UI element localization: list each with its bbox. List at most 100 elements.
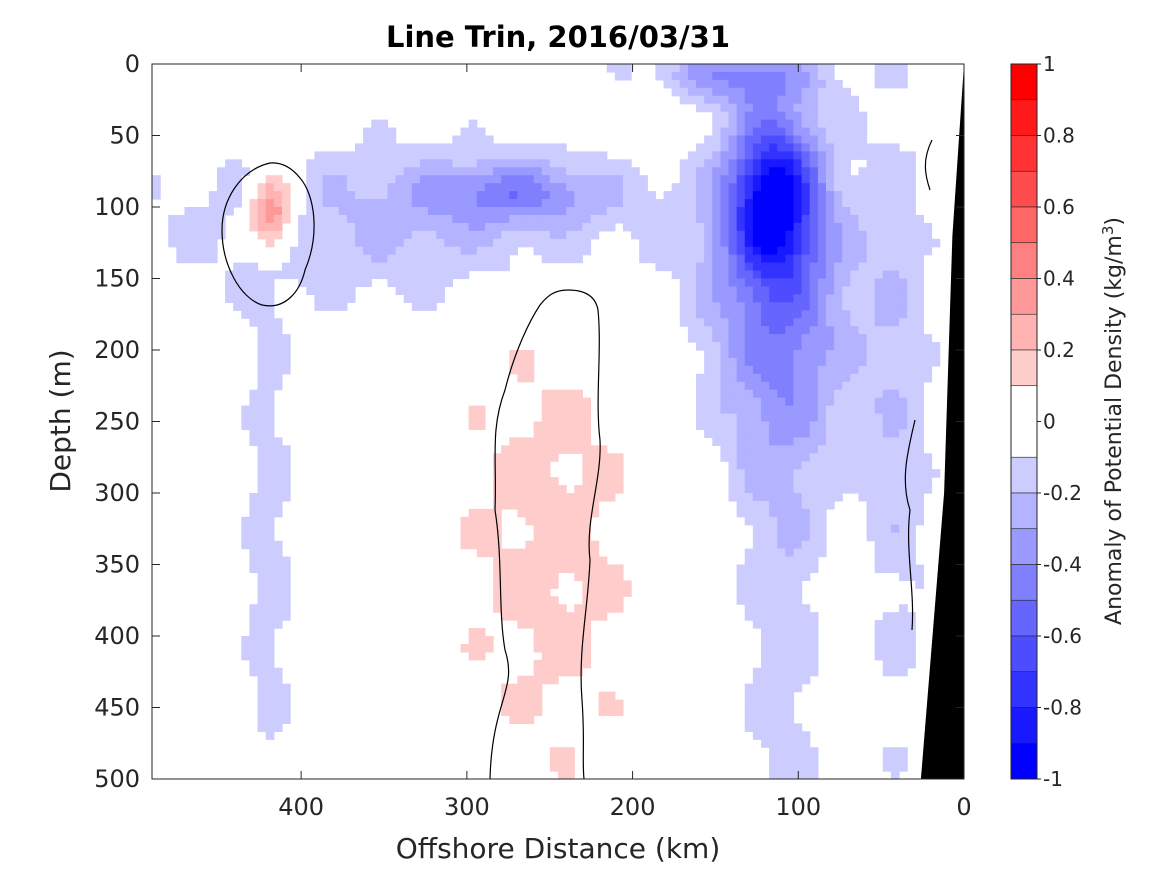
field-cell	[265, 421, 275, 431]
field-cell	[825, 405, 835, 415]
field-cell	[696, 167, 705, 176]
field-cell	[436, 230, 445, 240]
field-cell	[444, 207, 454, 216]
field-cell	[582, 199, 592, 208]
field-cell	[549, 612, 559, 621]
field-cell	[915, 302, 924, 311]
field-cell	[509, 500, 518, 510]
field-cell	[866, 469, 876, 478]
field-cell	[574, 485, 583, 494]
field-cell	[728, 365, 738, 375]
field-cell	[858, 429, 868, 438]
field-cell	[842, 175, 851, 184]
field-cell	[899, 437, 908, 446]
field-cell	[265, 270, 275, 280]
field-cell	[769, 628, 778, 637]
field-cell	[696, 278, 705, 288]
field-cell	[850, 469, 860, 478]
field-cell	[476, 151, 486, 160]
field-cell	[761, 175, 770, 184]
field-cell	[931, 342, 941, 351]
field-cell	[882, 151, 892, 160]
field-cell	[590, 453, 600, 462]
field-cell	[281, 612, 291, 621]
field-cell	[769, 302, 778, 311]
field-cell	[241, 421, 251, 431]
field-cell	[809, 127, 819, 137]
field-cell	[769, 548, 778, 558]
field-cell	[793, 357, 803, 367]
field-cell	[249, 207, 259, 216]
field-cell	[582, 612, 592, 621]
field-cell	[541, 151, 551, 160]
y-tick-label: 150	[94, 265, 140, 293]
field-cell	[842, 230, 851, 240]
field-cell	[923, 357, 933, 367]
field-cell	[712, 87, 721, 97]
field-cell	[899, 334, 908, 343]
field-cell	[728, 87, 738, 97]
field-cell	[728, 373, 738, 383]
field-cell	[265, 620, 275, 629]
field-cell	[785, 508, 795, 518]
field-cell	[769, 620, 778, 629]
field-cell	[606, 691, 616, 701]
field-cell	[541, 167, 551, 176]
field-cell	[777, 755, 786, 764]
field-cell	[631, 199, 640, 208]
field-cell	[769, 636, 778, 645]
field-cell	[728, 493, 738, 502]
field-cell	[314, 191, 324, 200]
field-cell	[533, 659, 543, 669]
field-cell	[525, 620, 535, 629]
field-cell	[525, 199, 535, 208]
field-cell	[533, 477, 543, 486]
field-cell	[541, 628, 551, 637]
field-cell	[785, 771, 795, 779]
field-cell	[834, 230, 843, 240]
field-cell	[736, 405, 746, 415]
field-cell	[744, 389, 754, 399]
field-cell	[850, 286, 860, 295]
field-cell	[249, 524, 259, 534]
field-cell	[915, 254, 924, 264]
field-cell	[517, 572, 527, 581]
field-cell	[915, 397, 924, 407]
field-cell	[834, 485, 843, 494]
field-cell	[176, 222, 186, 232]
field-cell	[899, 326, 908, 335]
field-cell	[614, 699, 624, 709]
field-cell	[403, 199, 413, 208]
field-cell	[501, 564, 510, 574]
field-cell	[395, 286, 405, 295]
field-cell	[696, 87, 705, 97]
field-cell	[736, 119, 746, 129]
field-cell	[809, 111, 819, 121]
field-cell	[834, 159, 843, 168]
field-cell	[850, 103, 860, 113]
field-cell	[704, 262, 713, 272]
field-cell	[793, 246, 803, 256]
field-cell	[866, 357, 876, 367]
field-cell	[493, 191, 502, 200]
field-cell	[541, 588, 551, 597]
field-cell	[712, 405, 721, 415]
field-cell	[363, 175, 372, 184]
field-cell	[216, 167, 226, 176]
field-cell	[517, 699, 527, 709]
field-cell	[257, 270, 267, 280]
field-cell	[225, 191, 234, 200]
field-cell	[387, 183, 397, 192]
field-cell	[785, 723, 795, 732]
field-cell	[476, 127, 486, 137]
field-cell	[493, 453, 502, 462]
field-cell	[525, 191, 535, 200]
field-cell	[549, 207, 559, 216]
colorbar-band	[1010, 456, 1038, 494]
field-cell	[809, 278, 819, 288]
field-cell	[241, 286, 251, 295]
field-cell	[801, 731, 811, 740]
field-cell	[639, 238, 648, 248]
field-cell	[858, 262, 868, 272]
field-cell	[363, 151, 372, 160]
